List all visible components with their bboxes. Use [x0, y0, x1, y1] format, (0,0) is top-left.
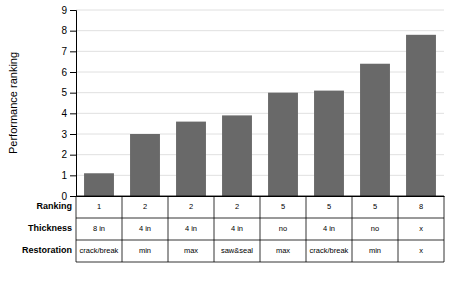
y-tick-mark: [70, 113, 76, 114]
table-cell: 2: [143, 202, 147, 211]
grid: [76, 10, 444, 196]
table-cell: 2: [235, 202, 239, 211]
y-tick-label: 4: [61, 108, 67, 119]
table-cell: 2: [189, 202, 193, 211]
table-cell: crack/break: [310, 246, 349, 255]
bar: [176, 122, 206, 196]
grid-line: [76, 51, 444, 52]
y-tick: 4: [61, 108, 76, 119]
bar: [84, 173, 114, 196]
bar: [222, 115, 252, 196]
y-tick: 9: [61, 5, 76, 16]
y-tick: 1: [61, 170, 76, 181]
y-tick-label: 6: [61, 67, 67, 78]
bar: [360, 64, 390, 196]
table-cell: x: [419, 246, 423, 255]
y-tick-mark: [70, 31, 76, 32]
y-tick-mark: [70, 134, 76, 135]
y-tick-mark: [70, 10, 76, 11]
y-tick-label: 0: [61, 191, 67, 202]
table-cell: 4 in: [323, 224, 335, 233]
table-column-line: [168, 196, 169, 262]
table: Ranking 1 2 2 2 5 5 5 8 Thickness 8 in 4 in 4 in 4 in…: [22, 196, 444, 262]
table-cell: 8: [419, 202, 423, 211]
y-tick-label: 5: [61, 87, 67, 98]
table-cell: saw&seal: [221, 246, 253, 255]
grid-line: [76, 30, 444, 31]
table-row-label: Ranking: [36, 201, 72, 211]
y-tick: 5: [61, 87, 76, 98]
table-cell: min: [369, 246, 381, 255]
table-cell: max: [184, 246, 198, 255]
y-tick: 6: [61, 67, 76, 78]
y-tick-label: 9: [61, 5, 67, 16]
table-column-line: [122, 196, 123, 262]
y-tick-label: 8: [61, 25, 67, 36]
table-cell: 4 in: [139, 224, 151, 233]
table-cell: 5: [327, 202, 331, 211]
table-cell: no: [371, 224, 379, 233]
y-tick-mark: [70, 93, 76, 94]
y-tick-mark: [70, 196, 76, 197]
x-axis-line: [77, 196, 445, 197]
y-tick-mark: [70, 72, 76, 73]
y-tick-label: 1: [61, 170, 67, 181]
y-axis-line: [70, 11, 77, 197]
table-cell: 4 in: [231, 224, 243, 233]
bars: [84, 35, 436, 196]
chart: 0 1 2 3 4 5 6 7 8 9 Performance ranking Ranking 1 2 2 2…: [0, 0, 450, 306]
bar: [268, 93, 298, 196]
table-column-line: [76, 196, 77, 262]
table-row-label: Restoration: [22, 245, 72, 255]
y-tick: 3: [61, 129, 76, 140]
table-column-line: [260, 196, 261, 262]
y-axis-title: Performance ranking: [7, 52, 19, 154]
table-row-label: Thickness: [28, 223, 72, 233]
y-tick-label: 2: [61, 149, 67, 160]
y-axis: 0 1 2 3 4 5 6 7 8 9: [61, 5, 76, 202]
table-column-line: [214, 196, 215, 262]
table-column-line: [398, 196, 399, 262]
y-tick: 8: [61, 25, 76, 36]
x-axis: [77, 196, 445, 198]
y-tick-mark: [70, 155, 76, 156]
table-cell: 4 in: [185, 224, 197, 233]
table-cell: max: [276, 246, 290, 255]
table-cell: 5: [281, 202, 285, 211]
table-cell: 8 in: [93, 224, 105, 233]
table-cell: no: [279, 224, 287, 233]
table-column-line: [306, 196, 307, 262]
table-column-line: [352, 196, 353, 262]
table-cell: 1: [97, 202, 101, 211]
table-cell: x: [419, 224, 423, 233]
grid-line: [76, 10, 444, 11]
y-tick: 0: [61, 191, 76, 202]
bar: [406, 35, 436, 196]
bar: [314, 91, 344, 196]
table-cell: crack/break: [80, 246, 119, 255]
y-tick: 2: [61, 149, 76, 160]
y-tick-label: 7: [61, 46, 67, 57]
bar: [130, 134, 160, 196]
y-tick-mark: [70, 175, 76, 176]
table-cell: 5: [373, 202, 377, 211]
table-cell: min: [139, 246, 151, 255]
table-column-line: [444, 196, 445, 262]
y-tick-label: 3: [61, 129, 67, 140]
y-tick-mark: [70, 51, 76, 52]
y-tick: 7: [61, 46, 76, 57]
